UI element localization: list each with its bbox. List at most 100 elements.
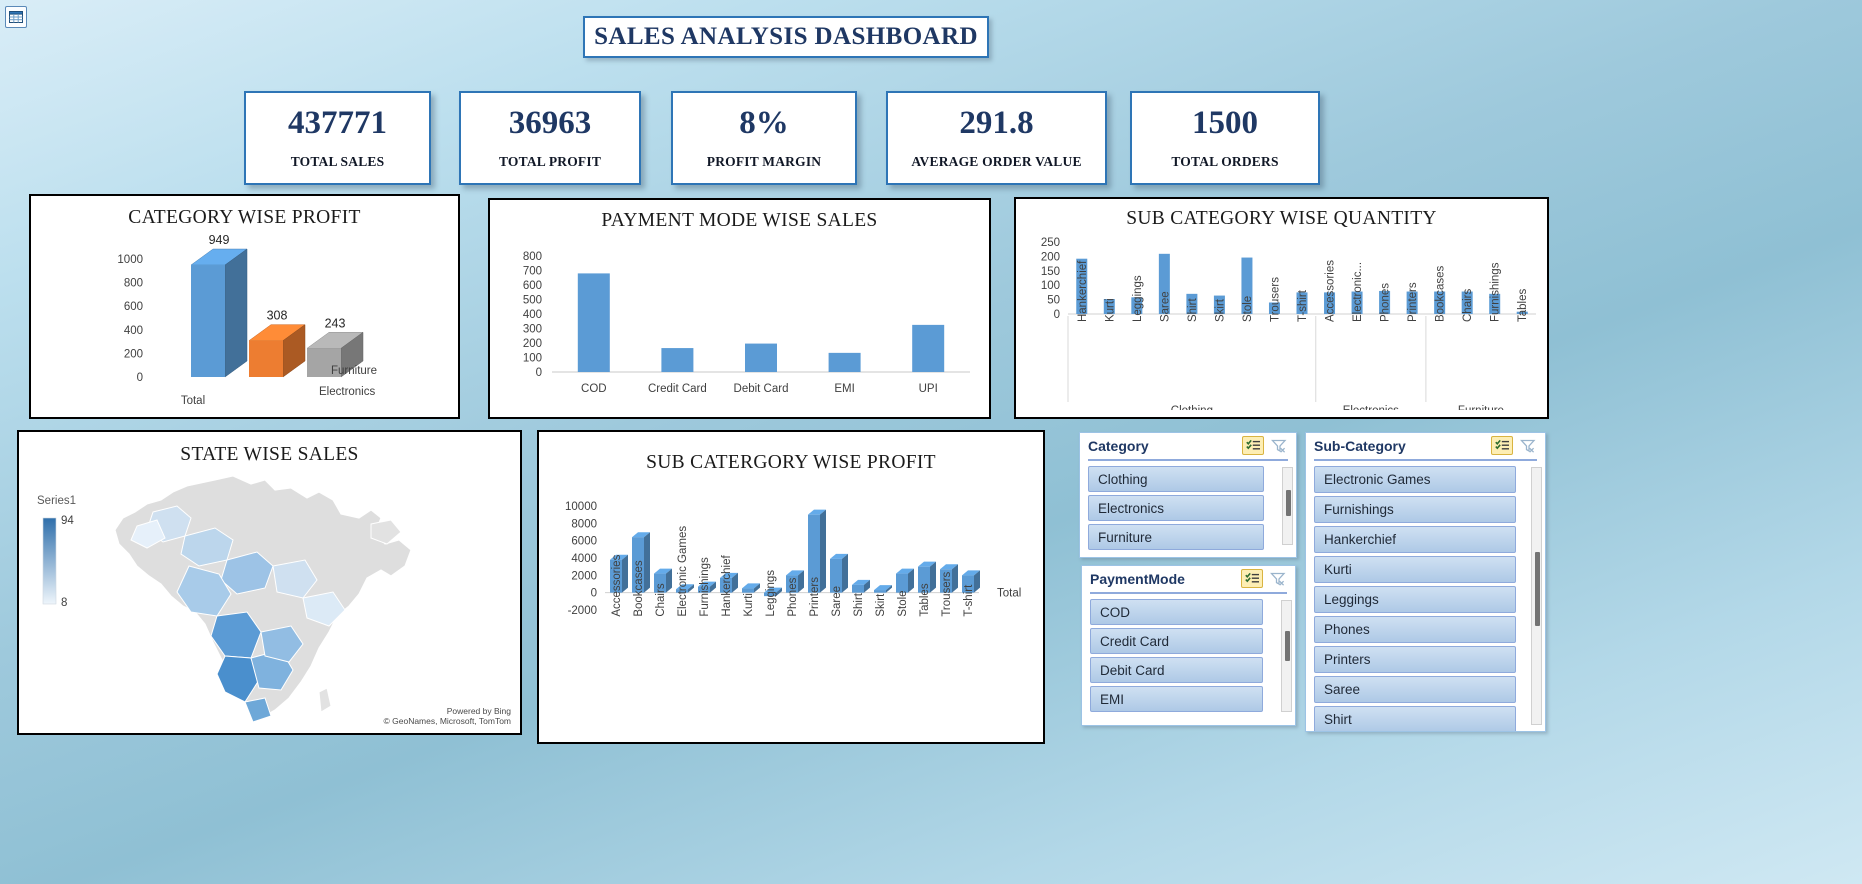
slicer-item[interactable]: Kurti	[1314, 556, 1516, 583]
svg-text:Electronics: Electronics	[1343, 405, 1399, 410]
svg-text:Hankerchief: Hankerchief	[721, 554, 733, 616]
svg-text:Phones: Phones	[787, 577, 799, 616]
svg-text:8000: 8000	[571, 518, 597, 530]
svg-text:1000: 1000	[117, 254, 143, 266]
svg-text:Furnishings: Furnishings	[699, 557, 711, 617]
chart-panel-sub-category-wise-quantity[interactable]: SUB CATEGORY WISE QUANTITY 250 200 150 100 5…	[1014, 197, 1549, 419]
chart-title: CATEGORY WISE PROFIT	[128, 207, 361, 228]
svg-text:10000: 10000	[565, 501, 597, 513]
slicer-items: Electronic Games Furnishings Hankerchief…	[1306, 461, 1545, 731]
slicer-item[interactable]: Phones	[1314, 616, 1516, 643]
slicer-payment-mode[interactable]: PaymentMode COD Credit Card Debit Card E…	[1081, 565, 1296, 726]
slicer-category[interactable]: Category Clothing Electronics Furniture	[1079, 432, 1297, 558]
svg-text:Accessories: Accessories	[1325, 260, 1337, 322]
slicer-scrollbar[interactable]	[1281, 600, 1292, 712]
chart-title: SUB CATERGORY WISE PROFIT	[646, 452, 936, 473]
india-map: Series1 94 8 Powered by Bing© GeoNames, Mic…	[37, 475, 512, 726]
slicer-items: Clothing Electronics Furniture	[1080, 461, 1296, 550]
chart-panel-category-wise-profit[interactable]: CATEGORY WISE PROFIT 1000 800 600 400 200 0 24…	[29, 194, 460, 419]
svg-text:-2000: -2000	[568, 605, 597, 617]
svg-text:UPI: UPI	[919, 383, 938, 395]
svg-text:Tables: Tables	[1517, 289, 1529, 322]
svg-text:Phones: Phones	[1380, 283, 1392, 322]
svg-text:Kurti: Kurti	[1104, 298, 1116, 322]
svg-text:Tables: Tables	[919, 583, 931, 616]
multi-select-icon[interactable]	[1491, 436, 1513, 455]
spreadsheet-icon[interactable]	[5, 6, 27, 28]
slicer-item[interactable]: Furnishings	[1314, 496, 1516, 523]
clear-filter-icon[interactable]	[1268, 436, 1290, 455]
svg-text:Total: Total	[997, 588, 1021, 600]
scrollbar-thumb[interactable]	[1286, 490, 1291, 516]
slicer-sub-category[interactable]: Sub-Category Electronic Games Furnishing…	[1305, 432, 1546, 732]
divider	[1314, 459, 1537, 461]
slicer-item[interactable]: Hankerchief	[1314, 526, 1516, 553]
kpi-value: 437771	[288, 104, 387, 141]
chart-panel-payment-mode-wise-sales[interactable]: PAYMENT MODE WISE SALES 800 700 600 500 400 3…	[488, 198, 991, 419]
svg-text:Furnishings: Furnishings	[1490, 262, 1502, 322]
scrollbar-thumb[interactable]	[1285, 631, 1290, 661]
slicer-item[interactable]: Shirt	[1314, 706, 1516, 731]
slicer-item[interactable]: Clothing	[1088, 466, 1264, 492]
svg-text:6000: 6000	[571, 536, 597, 548]
slicer-items: COD Credit Card Debit Card EMI	[1082, 594, 1295, 712]
slicer-item[interactable]: Debit Card	[1090, 657, 1263, 683]
svg-text:600: 600	[124, 301, 143, 313]
svg-text:Printers: Printers	[1407, 282, 1419, 322]
svg-text:4000: 4000	[571, 553, 597, 565]
svg-text:Credit Card: Credit Card	[648, 383, 707, 395]
chart-panel-sub-category-wise-profit[interactable]: SUB CATERGORY WISE PROFIT 10000 8000 6000 4…	[537, 430, 1045, 744]
svg-text:Shirt: Shirt	[853, 592, 865, 616]
svg-text:Printers: Printers	[809, 577, 821, 617]
svg-text:800: 800	[523, 251, 542, 263]
slicer-item[interactable]: Leggings	[1314, 586, 1516, 613]
svg-text:EMI: EMI	[834, 383, 854, 395]
kpi-label: PROFIT MARGIN	[706, 154, 822, 170]
svg-text:Hankerchief: Hankerchief	[1077, 260, 1089, 322]
chart-panel-state-wise-sales[interactable]: STATE WISE SALES Series1 94 8 Powered by Bi…	[17, 430, 522, 735]
kpi-card-average-order-value: 291.8 AVERAGE ORDER VALUE	[886, 91, 1107, 185]
slicer-header: Sub-Category	[1306, 433, 1545, 459]
slicer-scrollbar[interactable]	[1282, 467, 1293, 545]
slicer-item[interactable]: Printers	[1314, 646, 1516, 673]
svg-text:Skirt: Skirt	[1214, 298, 1226, 322]
clear-filter-icon[interactable]	[1267, 569, 1289, 588]
kpi-card-total-profit: 36963 TOTAL PROFIT	[459, 91, 641, 185]
svg-text:Saree: Saree	[1159, 291, 1171, 322]
slicer-item[interactable]: Saree	[1314, 676, 1516, 703]
svg-text:500: 500	[523, 295, 542, 307]
svg-text:50: 50	[1047, 295, 1060, 307]
multi-select-icon[interactable]	[1241, 569, 1263, 588]
svg-text:Debit Card: Debit Card	[734, 383, 789, 395]
svg-text:400: 400	[523, 309, 542, 321]
clear-filter-icon[interactable]	[1517, 436, 1539, 455]
svg-text:Furniture: Furniture	[1458, 405, 1504, 410]
svg-text:Trousers: Trousers	[941, 571, 953, 616]
slicer-item[interactable]: EMI	[1090, 686, 1263, 712]
svg-text:243: 243	[325, 316, 346, 330]
svg-text:Stole: Stole	[897, 590, 909, 616]
svg-text:Electronic...: Electronic...	[1352, 262, 1364, 322]
svg-text:0: 0	[137, 372, 143, 384]
svg-text:Skirt: Skirt	[875, 593, 887, 617]
slicer-item[interactable]: COD	[1090, 599, 1263, 625]
divider	[1088, 459, 1288, 461]
svg-text:0: 0	[1054, 309, 1060, 321]
svg-text:Chairs: Chairs	[1462, 289, 1474, 322]
scrollbar-thumb[interactable]	[1535, 552, 1540, 626]
svg-text:Series1: Series1	[37, 495, 76, 507]
multi-select-icon[interactable]	[1242, 436, 1264, 455]
slicer-item[interactable]: Credit Card	[1090, 628, 1263, 654]
svg-text:0: 0	[591, 588, 597, 600]
svg-text:200: 200	[124, 348, 143, 360]
slicer-item[interactable]: Electronic Games	[1314, 466, 1516, 493]
kpi-card-profit-margin: 8% PROFIT MARGIN	[671, 91, 857, 185]
slicer-item[interactable]: Electronics	[1088, 495, 1264, 521]
svg-text:Clothing: Clothing	[1171, 405, 1213, 410]
svg-text:T-shirt: T-shirt	[1297, 289, 1309, 322]
slicer-item[interactable]: Furniture	[1088, 524, 1264, 550]
svg-text:300: 300	[523, 324, 542, 336]
kpi-value: 8%	[739, 104, 789, 141]
slicer-scrollbar[interactable]	[1531, 467, 1542, 725]
svg-text:Powered by Bing: Powered by Bing	[447, 706, 512, 716]
